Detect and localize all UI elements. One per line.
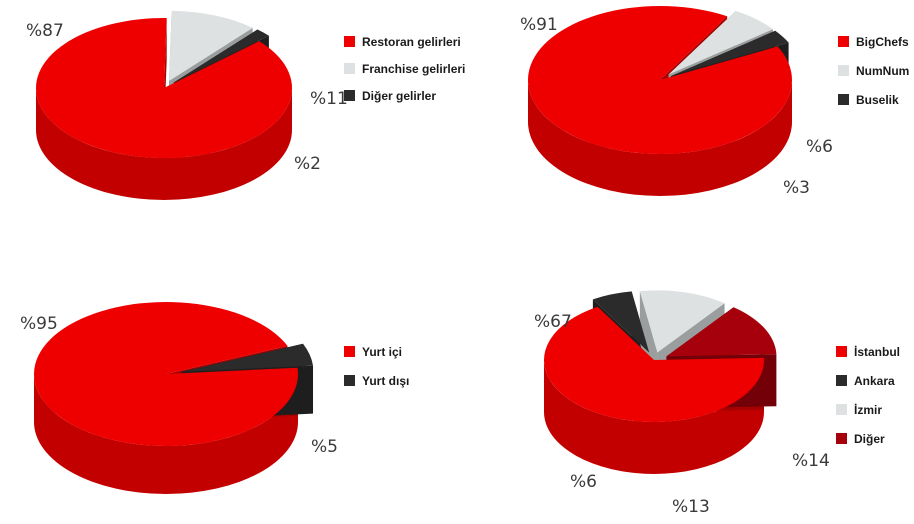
data-label-diger-gelirler: %2 (294, 154, 321, 174)
pie-slice-numnum (668, 10, 773, 75)
legend-entry-yurt-disi: Yurt dışı (362, 374, 409, 388)
pie-chart-domestic-abroad: %95 %5 Yurt içi Yurt dışı (20, 301, 409, 494)
data-label-buselik: %3 (783, 178, 810, 198)
pie-slice-diger (666, 307, 777, 357)
pie-chart-cities: %67 %6 %13 %14 İstanbul Ankara İzmir Diğer (534, 290, 900, 517)
pie-slice-diger-gelirler (173, 29, 269, 83)
data-label-yurt-disi: %5 (311, 437, 338, 457)
pie-slice-yurt-disi (181, 343, 314, 372)
pie-chart-brands: %91 %6 %3 BigChefs NumNum Buselik (520, 5, 909, 198)
legend-entry-franchise-gelirleri: Franchise gelirleri (362, 62, 465, 76)
data-label-istanbul: %67 (534, 312, 572, 332)
legend-swatch-yurt-ici (344, 346, 355, 357)
pie-slice-bigchefs (527, 5, 792, 154)
legend-swatch-istanbul (836, 346, 847, 357)
pie-slice-izmir (639, 290, 725, 353)
legend-entry-diger: Diğer (854, 432, 885, 446)
legend-entry-numnum: NumNum (856, 64, 909, 78)
data-label-franchise-gelirleri: %11 (310, 89, 348, 109)
legend-swatch-ankara (836, 375, 847, 386)
pie-slice-franchise-gelirleri (169, 10, 253, 81)
pie-slice-side-restoran-gelirleri (36, 88, 292, 200)
pie-chart-revenue-sources: %87 %11 %2 Restoran gelirleri Franchise geli… (26, 10, 465, 200)
legend-swatch-diger-gelirler (344, 90, 355, 101)
pie-slice-side-yurt-ici (34, 374, 298, 494)
data-label-diger: %14 (792, 451, 830, 471)
legend-swatch-buselik (838, 94, 849, 105)
data-label-restoran-gelirleri: %87 (26, 21, 64, 41)
pie-slice-ankara (592, 291, 650, 353)
legend-entry-istanbul: İstanbul (854, 344, 900, 359)
pie-slice-restoran-gelirleri (35, 17, 292, 158)
data-label-bigchefs: %91 (520, 15, 558, 35)
legend-swatch-numnum (838, 65, 849, 76)
pie-slice-yurt-ici (34, 301, 298, 446)
legend-entry-diger-gelirler: Diğer gelirler (362, 89, 436, 103)
data-label-izmir: %13 (672, 497, 710, 517)
legend-entry-ankara: Ankara (854, 374, 895, 388)
legend-swatch-izmir (836, 404, 847, 415)
legend-swatch-restoran-gelirleri (344, 36, 355, 47)
legend-entry-buselik: Buselik (856, 93, 899, 107)
data-label-ankara: %6 (570, 472, 597, 492)
legend-swatch-yurt-disi (344, 375, 355, 386)
legend-entry-restoran-gelirleri: Restoran gelirleri (362, 35, 461, 49)
data-label-yurt-ici: %95 (20, 314, 58, 334)
legend-entry-yurt-ici: Yurt içi (362, 345, 402, 359)
legend-entry-bigchefs: BigChefs (856, 35, 909, 49)
legend-entry-izmir: İzmir (854, 402, 882, 417)
data-label-numnum: %6 (806, 137, 833, 157)
pie-slice-istanbul (544, 306, 764, 422)
legend-swatch-franchise-gelirleri (344, 63, 355, 74)
legend-swatch-bigchefs (838, 36, 849, 47)
pie-slice-side-istanbul (544, 360, 764, 474)
pie-slice-buselik (670, 30, 789, 77)
legend-swatch-diger (836, 433, 847, 444)
pie-slice-side-bigchefs (528, 80, 792, 196)
